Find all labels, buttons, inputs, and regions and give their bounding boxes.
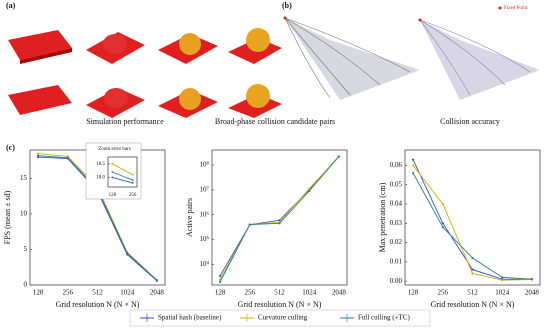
point <box>530 278 534 281</box>
y-tick-label: 10⁸ <box>200 161 210 169</box>
point <box>66 156 69 159</box>
series-line <box>219 156 340 280</box>
point <box>37 154 40 157</box>
panel-label: (a) <box>6 1 16 10</box>
x-tick-label: 2048 <box>150 289 165 297</box>
caption: Broad-phase collision candidate pairs <box>215 117 335 126</box>
point <box>278 219 281 222</box>
x-tick-label: 512 <box>467 289 478 297</box>
y-tick-label: 5 <box>24 245 28 253</box>
point <box>131 173 134 176</box>
series-line <box>112 163 133 176</box>
x-tick-label: 128 <box>109 193 117 198</box>
fixed-point-label: Fixed Point <box>504 6 528 11</box>
point <box>131 179 134 182</box>
x-axis-title: Grid resolution N (N × N) <box>238 300 322 309</box>
point <box>412 164 415 167</box>
y-tick-label: 0.02 <box>390 238 403 246</box>
point <box>501 279 504 282</box>
y-tick-label: 0.01 <box>390 257 403 265</box>
point <box>441 202 444 206</box>
x-tick-label: 512 <box>274 289 285 297</box>
legend-label: Spatial hash (baseline) <box>158 314 222 322</box>
y-tick-label: 0.00 <box>390 277 403 285</box>
point <box>471 272 474 275</box>
x-tick-label: 256 <box>129 193 137 198</box>
point <box>471 268 474 271</box>
x-tick-label: 1024 <box>302 289 317 297</box>
y-tick-label: 10⁴ <box>200 260 210 268</box>
x-tick-label: 512 <box>92 289 103 297</box>
plot-frame <box>107 156 138 188</box>
point <box>111 176 114 179</box>
point <box>219 274 222 277</box>
point <box>126 251 129 255</box>
point <box>111 171 114 173</box>
panel-a-images <box>8 28 282 118</box>
x-tick-label: 2048 <box>332 289 347 297</box>
x-tick-label: 1024 <box>495 289 510 297</box>
point <box>501 276 504 279</box>
point <box>248 223 251 226</box>
y-axis-title: Max penetration (cm) <box>378 182 387 252</box>
y-tick-label: 10⁵ <box>200 235 210 243</box>
x-tick-label: 256 <box>438 289 449 297</box>
y-tick-label: 0 <box>24 281 28 289</box>
y-tick-label: 15 <box>20 174 28 182</box>
legend-label: Curvature culling <box>258 314 308 322</box>
series-line <box>412 165 532 281</box>
legend-frame <box>129 309 431 327</box>
x-tick-label: 128 <box>408 289 419 297</box>
y-tick-label: 10⁶ <box>200 210 210 218</box>
x-tick-label: 1024 <box>120 289 135 297</box>
x-tick-label: 2048 <box>525 289 540 297</box>
series-line <box>112 177 133 184</box>
y-tick-label: 0.05 <box>390 180 403 188</box>
point <box>308 187 311 190</box>
series-line <box>412 159 532 280</box>
y-tick-label: 0.03 <box>390 219 403 227</box>
point <box>37 152 40 155</box>
y-tick-label: 0.06 <box>390 161 403 169</box>
x-axis-title: Grid resolution N (N × N) <box>56 300 140 309</box>
y-tick-label: 18.5 <box>96 162 105 167</box>
plot-frame <box>211 149 348 286</box>
y-tick-label: 18.0 <box>96 176 105 181</box>
x-tick-label: 128 <box>33 289 44 297</box>
x-tick-label: 256 <box>245 289 256 297</box>
y-axis-title: FPS (mean ± sd) <box>3 190 12 244</box>
point <box>219 280 222 283</box>
point <box>337 155 340 158</box>
point <box>441 226 444 229</box>
y-tick-label: 10 <box>20 210 28 218</box>
caption: Collision accuracy <box>440 117 500 126</box>
inset-title: Zoom error bars <box>98 147 131 152</box>
y-tick-label: 0.04 <box>390 200 403 208</box>
point <box>412 158 415 161</box>
x-tick-label: 128 <box>215 289 226 297</box>
point <box>131 182 134 184</box>
panel-label: (b) <box>282 1 292 10</box>
x-axis-title: Grid resolution N (N × N) <box>431 300 515 309</box>
legend-label: Full culling (+TC) <box>358 314 410 322</box>
y-tick-label: 10⁷ <box>200 185 210 193</box>
panel-b-images <box>283 6 540 100</box>
inset-frame <box>85 142 142 200</box>
caption: Simulation performance <box>86 117 164 126</box>
point <box>278 222 281 225</box>
panel-label: (c) <box>6 143 15 152</box>
y-axis-title: Active pairs <box>185 198 194 237</box>
series-line <box>219 156 340 277</box>
point <box>412 172 415 175</box>
point <box>471 256 474 260</box>
x-tick-label: 256 <box>63 289 74 297</box>
series-line <box>112 171 133 181</box>
plot-frame <box>404 149 541 286</box>
point <box>441 222 444 225</box>
point <box>111 162 114 165</box>
point <box>155 279 158 282</box>
point <box>308 189 311 193</box>
